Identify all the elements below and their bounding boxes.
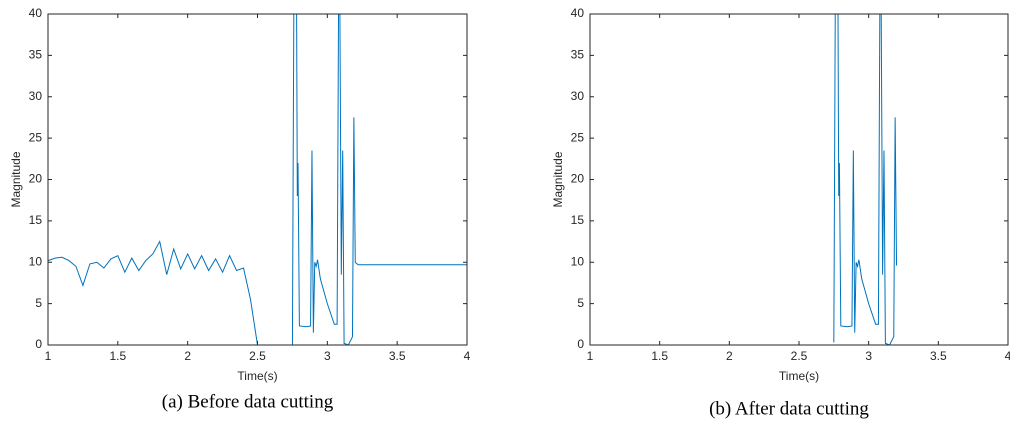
caption: (a) Before data cutting <box>162 391 334 412</box>
plot-area <box>833 14 898 345</box>
y-tick-label: 15 <box>29 213 43 227</box>
x-tick-label: 1.5 <box>109 349 126 363</box>
y-tick-label: 15 <box>571 213 585 227</box>
x-tick-label: 3.5 <box>930 349 947 363</box>
x-tick-label: 3 <box>324 349 331 363</box>
x-tick-label: 3.5 <box>389 349 406 363</box>
x-tick-label: 2 <box>184 349 191 363</box>
y-tick-label: 30 <box>571 89 585 103</box>
y-tick-label: 40 <box>29 6 43 20</box>
y-tick-label: 35 <box>29 48 43 62</box>
axes-frame <box>589 13 1009 346</box>
y-tick-label: 25 <box>571 130 585 144</box>
y-tick-label: 20 <box>29 172 43 186</box>
caption: (b) After data cutting <box>709 398 869 419</box>
x-tick-label: 1 <box>45 349 52 363</box>
x-tick-label: 1 <box>587 349 594 363</box>
x-tick-label: 1.5 <box>651 349 668 363</box>
x-tick-label: 3 <box>865 349 872 363</box>
y-tick-label: 40 <box>571 6 585 20</box>
x-tick-label: 2 <box>726 349 733 363</box>
y-axis-label: Magnitude <box>551 151 565 207</box>
axes-frame <box>47 13 468 346</box>
x-tick-label: 4 <box>464 349 471 363</box>
x-axis-label: Time(s) <box>237 369 277 383</box>
x-axis-label: Time(s) <box>779 369 819 383</box>
y-tick-label: 20 <box>571 172 585 186</box>
y-tick-label: 5 <box>35 296 42 310</box>
data-line <box>48 14 467 345</box>
x-tick-label: 2.5 <box>249 349 266 363</box>
y-tick-label: 0 <box>577 337 584 351</box>
plot-area <box>48 14 467 345</box>
y-tick-label: 35 <box>571 48 585 62</box>
x-tick-label: 4 <box>1005 349 1010 363</box>
y-tick-label: 0 <box>35 337 42 351</box>
y-tick-label: 30 <box>29 89 43 103</box>
y-tick-label: 10 <box>571 254 585 268</box>
y-tick-label: 5 <box>577 296 584 310</box>
y-axis-label: Magnitude <box>9 151 23 207</box>
y-tick-label: 25 <box>29 130 43 144</box>
y-tick-label: 10 <box>29 254 43 268</box>
x-tick-label: 2.5 <box>791 349 808 363</box>
data-line <box>833 14 898 345</box>
